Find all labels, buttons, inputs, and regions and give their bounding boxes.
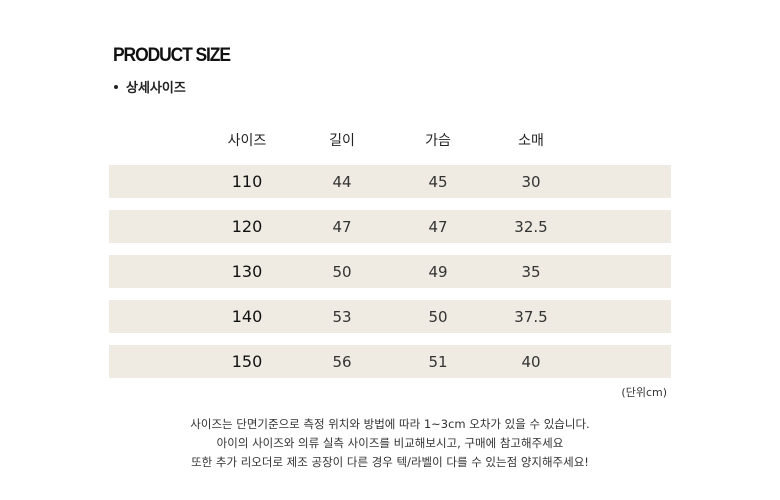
cell-length: 56 (332, 352, 352, 371)
size-table-header: 사이즈 길이 가슴 소매 (109, 128, 671, 152)
size-notes: 사이즈는 단면기준으로 측정 위치와 방법에 따라 1~3cm 오차가 있을 수… (0, 415, 780, 472)
cell-length: 47 (332, 217, 352, 236)
table-row: 140 53 50 37.5 (109, 300, 671, 333)
header-chest: 가슴 (425, 133, 451, 149)
cell-sleeve: 37.5 (514, 307, 548, 326)
header-sleeve: 소매 (518, 133, 544, 149)
cell-size: 120 (231, 217, 263, 236)
cell-length: 53 (332, 307, 352, 326)
cell-sleeve: 32.5 (514, 217, 548, 236)
cell-chest: 50 (428, 307, 448, 326)
cell-chest: 51 (428, 352, 448, 371)
table-row: 110 44 45 30 (109, 165, 671, 198)
cell-sleeve: 30 (521, 172, 541, 191)
cell-chest: 49 (428, 262, 448, 281)
note-line: 사이즈는 단면기준으로 측정 위치와 방법에 따라 1~3cm 오차가 있을 수… (190, 417, 590, 431)
subtitle-label: 상세사이즈 (126, 81, 186, 96)
table-row: 120 47 47 32.5 (109, 210, 671, 243)
cell-chest: 47 (428, 217, 448, 236)
section-subtitle: 상세사이즈 (114, 77, 186, 96)
table-row: 130 50 49 35 (109, 255, 671, 288)
cell-length: 50 (332, 262, 352, 281)
note-line: 또한 추가 리오더로 제조 공장이 다른 경우 텍/라벨이 다를 수 있는점 양… (191, 455, 589, 469)
cell-chest: 45 (428, 172, 448, 191)
page-title: PRODUCT SIZE (113, 45, 231, 66)
unit-label: (단위cm) (621, 386, 667, 399)
cell-sleeve: 40 (521, 352, 541, 371)
bullet-icon (114, 84, 118, 89)
cell-size: 150 (231, 352, 263, 371)
note-line: 아이의 사이즈와 의류 실측 사이즈를 비교해보시고, 구매에 참고해주세요 (216, 436, 564, 450)
cell-size: 140 (231, 307, 263, 326)
cell-sleeve: 35 (521, 262, 541, 281)
cell-size: 110 (231, 172, 263, 191)
header-size: 사이즈 (227, 133, 267, 149)
cell-size: 130 (231, 262, 263, 281)
header-length: 길이 (329, 133, 355, 149)
cell-length: 44 (332, 172, 352, 191)
table-row: 150 56 51 40 (109, 345, 671, 378)
